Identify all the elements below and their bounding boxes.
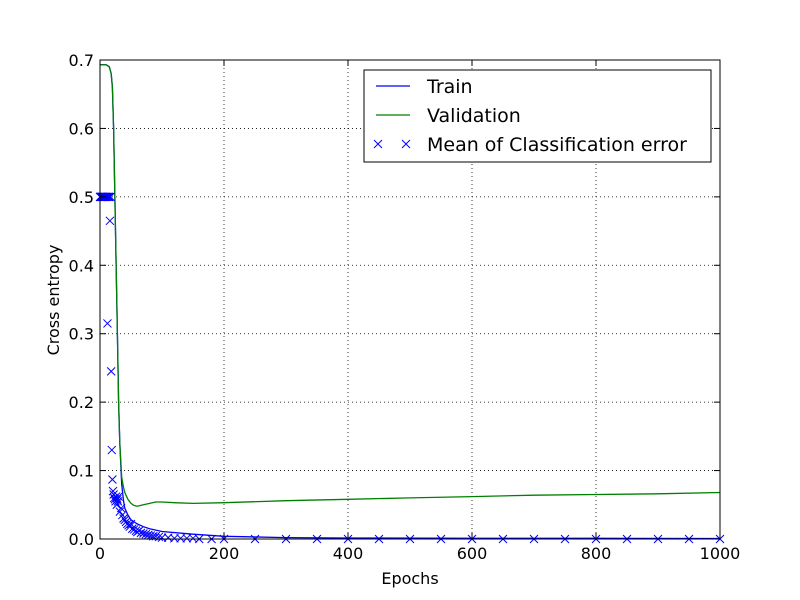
legend-error-label: Mean of Classification error (427, 134, 687, 156)
error-marker (106, 366, 116, 376)
x-tick-label: 600 (457, 544, 488, 563)
legend-box (363, 69, 712, 163)
x-tick-label: 0 (95, 544, 105, 563)
error-marker (103, 319, 112, 328)
y-tick-label: 0.6 (69, 119, 94, 138)
error-marker (120, 515, 130, 525)
error-marker (113, 494, 122, 504)
error-marker (111, 492, 121, 501)
legend-error-marker-a (373, 139, 383, 149)
y-tick-label: 0.5 (69, 188, 94, 207)
error-marker (176, 533, 185, 543)
x-axis-label: Epochs (381, 569, 438, 588)
legend: Train Validation Mean of Classification … (363, 69, 712, 163)
legend-error-marker-b (401, 139, 411, 149)
plot-frame (99, 59, 721, 540)
error-marker (182, 533, 192, 543)
error-marker (106, 192, 115, 202)
validation-line (100, 64, 721, 507)
error-marker (114, 492, 123, 501)
y-tick-label: 0.4 (69, 256, 94, 275)
legend-validation-label: Validation (427, 105, 521, 127)
error-marker (108, 475, 117, 484)
y-tick-label: 0.2 (69, 393, 94, 412)
error-marker (136, 528, 146, 538)
y-tick-label: 0.1 (69, 462, 94, 481)
legend-train-label: Train (426, 76, 473, 98)
error-marker (139, 529, 148, 538)
error-marker (116, 503, 126, 513)
x-tick-label: 200 (209, 544, 240, 563)
error-marker (105, 216, 115, 226)
error-marker (102, 192, 112, 202)
error-marker (107, 445, 117, 455)
error-marker (104, 192, 114, 202)
x-tick-label: 800 (581, 544, 612, 563)
y-tick-label: 0.7 (69, 51, 94, 70)
legend-error-swatch (373, 139, 411, 149)
error-marker (170, 533, 179, 543)
y-axis-label: Cross entropy (44, 245, 63, 356)
error-marker (141, 529, 151, 539)
y-tick-label: 0.0 (69, 530, 94, 549)
x-tick-label: 400 (333, 544, 364, 563)
x-tick-label: 1000 (700, 544, 741, 563)
error-marker (144, 530, 153, 540)
ticks: 0 200 400 600 800 1000 0.0 0.1 0.2 0.3 0.4 0.5 0.6 0.… (69, 51, 741, 563)
error-marker (157, 533, 167, 542)
error-marker (154, 532, 164, 542)
y-tick-label: 0.3 (69, 325, 94, 344)
